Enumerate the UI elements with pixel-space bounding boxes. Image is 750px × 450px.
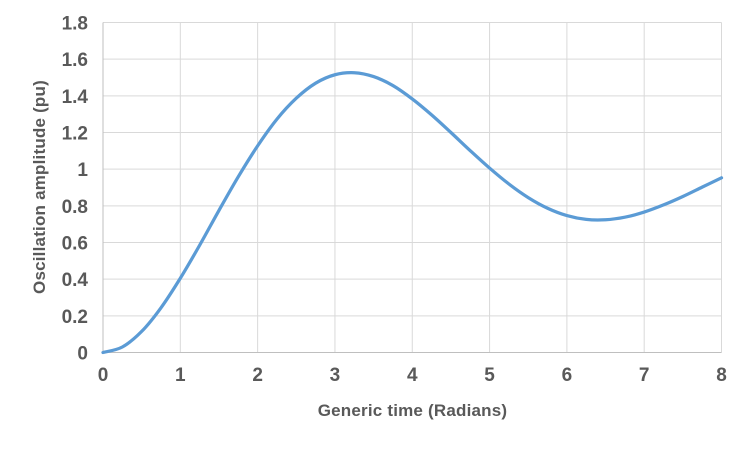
x-tick-label: 4 — [407, 365, 418, 386]
x-tick-label: 8 — [716, 365, 727, 386]
response-curve — [101, 71, 724, 355]
y-tick-label: 0.6 — [62, 234, 88, 255]
y-tick-label: 1.8 — [62, 14, 88, 35]
y-axis-title: Oscillation amplitude (pu) — [30, 80, 49, 294]
y-tick-label: 0 — [77, 344, 88, 365]
x-tick-label: 5 — [484, 365, 495, 386]
x-tick-label: 6 — [562, 365, 573, 386]
y-tick-label: 0.4 — [62, 270, 89, 291]
x-tick-label: 7 — [639, 365, 650, 386]
x-tick-label: 2 — [252, 365, 263, 386]
x-tick-label: 0 — [98, 365, 109, 386]
y-tick-label: 1.2 — [62, 124, 88, 145]
y-tick-label: 0.2 — [62, 307, 88, 328]
x-tick-label: 1 — [175, 365, 186, 386]
y-tick-label: 1.6 — [62, 50, 88, 71]
y-tick-label: 1 — [77, 160, 88, 181]
y-tick-label: 1.4 — [62, 87, 89, 108]
x-axis-title: Generic time (Radians) — [317, 401, 508, 420]
x-tick-label: 3 — [330, 365, 341, 386]
y-tick-label: 0.8 — [62, 197, 88, 218]
